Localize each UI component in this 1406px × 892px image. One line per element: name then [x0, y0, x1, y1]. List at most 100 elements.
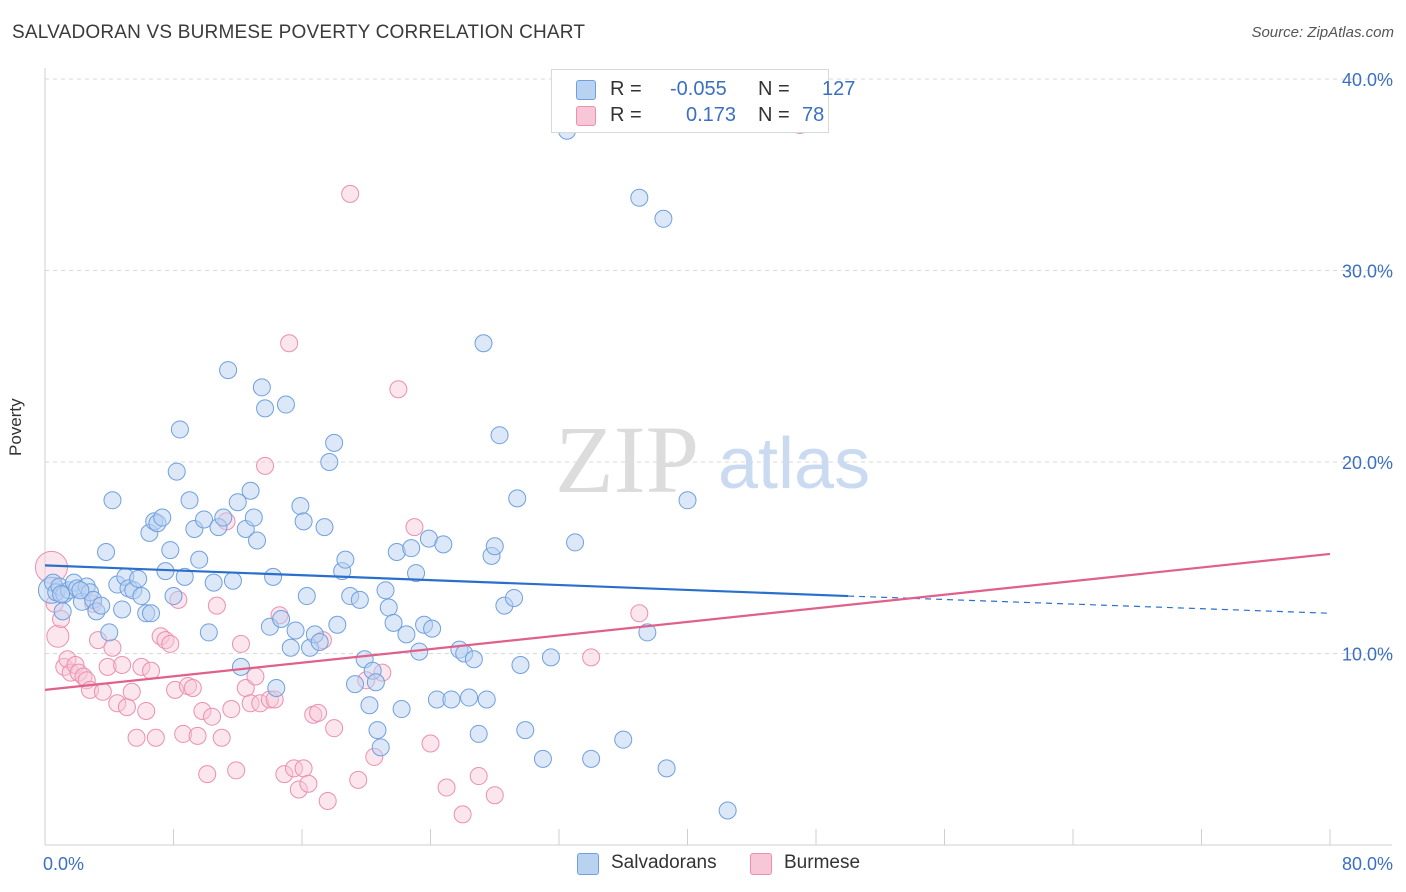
salvadoran-point — [195, 510, 214, 529]
burmese-point — [421, 734, 440, 753]
salvadoran-point — [53, 602, 72, 621]
salvadoran-point — [490, 426, 509, 445]
salvadoran-n-label: N = — [758, 78, 790, 100]
salvadoran-point — [505, 588, 524, 607]
watermark: ZIP atlas — [555, 406, 870, 513]
salvadoran-point — [175, 567, 194, 586]
burmese-point — [284, 759, 303, 778]
burmese-legend-swatch — [750, 853, 772, 875]
correlation-legend: R = -0.055 N = 127 R = 0.173 N = 78 — [551, 69, 855, 133]
burmese-point — [325, 719, 344, 738]
burmese-point — [198, 765, 217, 784]
salvadoran-point — [533, 749, 552, 768]
salvadoran-point — [170, 420, 189, 439]
burmese-point — [231, 634, 250, 653]
salvadoran-point — [718, 801, 737, 820]
burmese-point — [280, 334, 299, 353]
salvadoran-point — [52, 585, 71, 604]
salvadoran-trend-line — [44, 564, 849, 598]
salvadoran-point — [272, 610, 291, 629]
salvadoran-swatch — [576, 80, 596, 100]
salvadoran-point — [485, 537, 504, 556]
salvadoran-point — [328, 615, 347, 634]
salvadoran-point — [291, 497, 310, 516]
burmese-point — [117, 698, 136, 717]
salvadoran-r-label: R = — [610, 78, 642, 100]
burmese-point — [103, 638, 122, 657]
burmese-point — [203, 707, 222, 726]
salvadoran-point — [113, 600, 132, 619]
gridlines — [45, 78, 1392, 654]
salvadoran-point — [252, 378, 271, 397]
watermark-zip: ZIP — [555, 406, 699, 513]
trend-lines — [44, 552, 1331, 691]
salvadoran-point — [315, 518, 334, 537]
burmese-point — [251, 694, 270, 713]
burmese-point — [275, 765, 294, 784]
salvadoran-point — [474, 334, 493, 353]
burmese-point — [93, 682, 112, 701]
salvadoran-point — [511, 655, 530, 674]
salvadoran-point — [638, 623, 657, 642]
burmese-point — [98, 657, 117, 676]
salvadoran-legend-swatch — [577, 853, 599, 875]
burmese-point — [389, 380, 408, 399]
salvadoran-point — [153, 508, 172, 527]
y-tick-label: 30.0% — [1342, 262, 1393, 282]
x-tick-label: 80.0% — [1342, 854, 1393, 874]
burmese-point — [582, 648, 601, 667]
salvadoran-point — [541, 648, 560, 667]
salvadoran-point — [97, 543, 116, 562]
burmese-point — [437, 778, 456, 797]
salvadoran-point — [199, 623, 218, 642]
y-tick-label: 10.0% — [1342, 645, 1393, 665]
salvadoran-point — [248, 531, 267, 550]
burmese-point — [113, 655, 132, 674]
burmese-point — [309, 703, 328, 722]
salvadoran-point — [132, 587, 151, 606]
burmese-point — [227, 761, 246, 780]
burmese-point — [127, 728, 146, 747]
salvadoran-point — [264, 567, 283, 586]
salvadoran-point — [256, 399, 275, 418]
salvadoran-point — [508, 489, 527, 508]
salvadoran-point — [164, 587, 183, 606]
salvadoran-n-value: 127 — [822, 78, 856, 100]
burmese-point — [212, 728, 231, 747]
salvadoran-point — [92, 596, 111, 615]
salvadoran-point — [204, 573, 223, 592]
salvadoran-point — [281, 638, 300, 657]
salvadoran-point — [657, 759, 676, 778]
salvadoran-point — [297, 587, 316, 606]
burmese-r-label: R = — [610, 104, 642, 126]
salvadoran-trend-extension — [848, 595, 1331, 614]
salvadoran-point — [161, 541, 180, 560]
salvadoran-point — [244, 508, 263, 527]
burmese-point — [469, 767, 488, 786]
salvadoran-point — [392, 700, 411, 719]
burmese-point — [161, 634, 180, 653]
burmese-point — [289, 780, 308, 799]
burmese-point — [405, 518, 424, 537]
burmese-point — [137, 701, 156, 720]
salvadoran-point — [320, 453, 339, 471]
salvadoran-point — [180, 491, 199, 510]
source-label: Source: ZipAtlas.com — [1251, 24, 1394, 41]
burmese-point — [299, 774, 318, 793]
salvadoran-point — [460, 688, 479, 707]
burmese-point — [142, 661, 161, 680]
salvadoran-point — [379, 598, 398, 617]
burmese-point — [341, 184, 360, 203]
burmese-swatch — [576, 106, 596, 126]
salvadoran-point — [477, 690, 496, 709]
y-axis-label: Poverty — [6, 398, 25, 456]
salvadoran-point — [407, 564, 426, 583]
salvadoran-point — [654, 209, 673, 228]
salvadoran-point — [100, 623, 119, 642]
salvadoran-point — [678, 491, 697, 510]
salvadoran-point — [397, 625, 416, 644]
salvadoran-point — [442, 690, 461, 709]
salvadoran-point — [103, 491, 122, 510]
salvadoran-point — [71, 581, 90, 600]
